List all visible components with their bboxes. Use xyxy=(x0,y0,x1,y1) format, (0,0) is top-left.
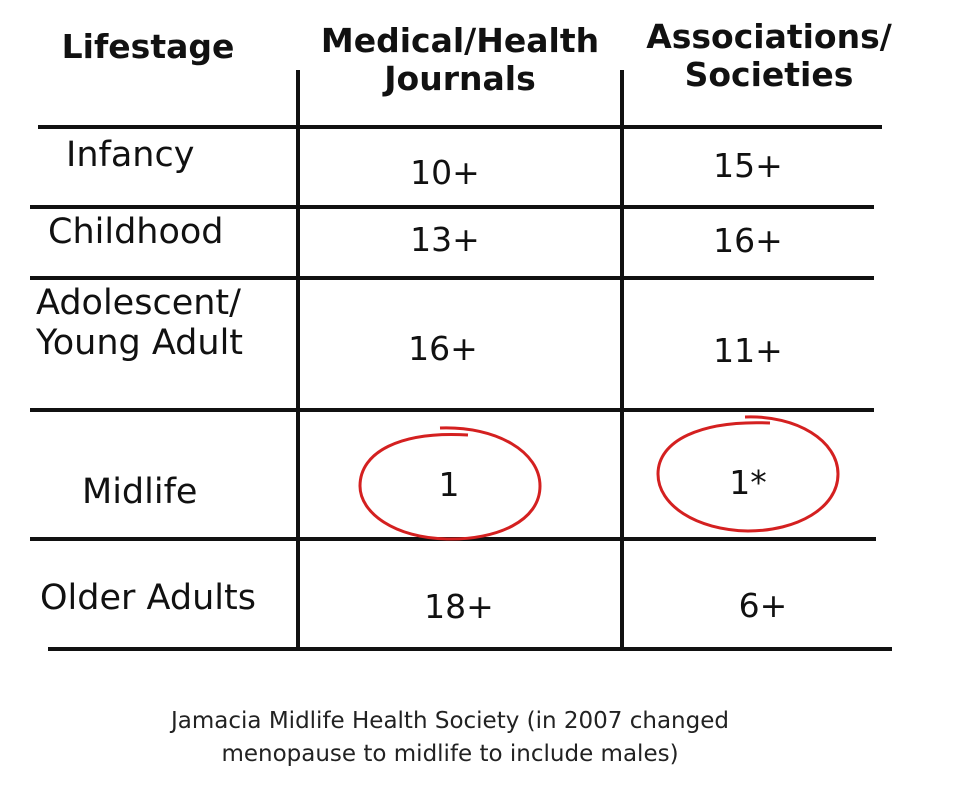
footnote-line-1: Jamacia Midlife Health Society (in 2007 … xyxy=(171,708,729,734)
header-journals: Medical/Health Journals xyxy=(300,22,620,98)
header-journals-line-1: Medical/Health xyxy=(320,21,600,60)
cell-adolescent-societies: 11+ xyxy=(713,331,783,370)
cell-older-societies: 6+ xyxy=(738,586,788,625)
header-societies: Associations/ Societies xyxy=(626,18,912,94)
cell-childhood-journals: 13+ xyxy=(410,220,480,259)
header-societies-line-2: Societies xyxy=(684,54,854,94)
row-label-infancy: Infancy xyxy=(66,135,195,175)
row-label-adolescent-line-2: Young Adult xyxy=(36,323,244,364)
cell-childhood-societies: 16+ xyxy=(713,221,783,260)
footnote: Jamacia Midlife Health Society (in 2007 … xyxy=(100,705,800,772)
row-label-adolescent: Adolescent/ Young Adult xyxy=(36,283,243,364)
highlight-circle-journals xyxy=(358,426,542,541)
row-label-childhood: Childhood xyxy=(48,212,224,252)
cell-adolescent-journals: 16+ xyxy=(408,329,478,368)
highlight-circle-societies xyxy=(656,415,840,533)
footnote-line-2: menopause to midlife to include males) xyxy=(221,741,679,768)
cell-infancy-journals: 10+ xyxy=(410,153,480,192)
cell-older-journals: 18+ xyxy=(424,587,494,626)
cell-midlife-societies: 1* xyxy=(729,463,767,502)
row-label-midlife: Midlife xyxy=(82,472,198,512)
row-label-older-adults: Older Adults xyxy=(40,578,256,618)
header-lifestage-line: Lifestage xyxy=(61,27,235,66)
cell-infancy-societies: 15+ xyxy=(713,146,783,185)
header-societies-line-1: Associations/ xyxy=(646,17,892,56)
header-journals-line-2: Journals xyxy=(384,58,536,98)
header-lifestage: Lifestage xyxy=(48,28,248,66)
cell-midlife-journals: 1 xyxy=(438,465,460,504)
row-label-adolescent-line-1: Adolescent/ xyxy=(36,283,241,323)
